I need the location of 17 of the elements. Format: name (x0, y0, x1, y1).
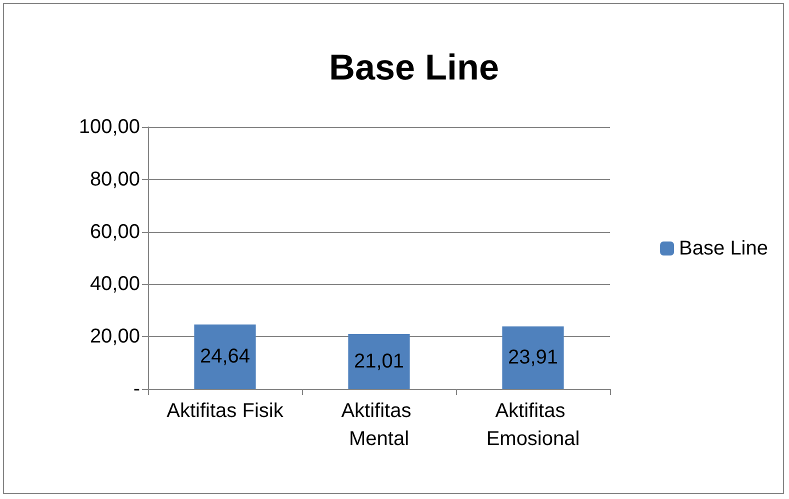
x-tick-label: Aktifitas Emosional (486, 400, 580, 450)
bar (194, 324, 256, 389)
bar (348, 334, 410, 389)
data-label: 23,91 (508, 346, 558, 369)
data-label: 24,64 (200, 346, 250, 368)
y-tick-label: - (133, 378, 140, 400)
chart-title: Base Line (328, 46, 500, 88)
y-tick-label: 60,00 (90, 220, 140, 243)
data-label: 21,01 (354, 350, 404, 372)
y-tick-label: 40,00 (90, 273, 140, 296)
bar (502, 326, 564, 389)
y-tick-label: 80,00 (90, 168, 140, 190)
y-tick-label: 100,00 (78, 116, 140, 138)
y-tick-label: 20,00 (90, 326, 140, 348)
legend-label: Base Line (679, 238, 768, 260)
x-tick-label: Aktifitas Fisik (166, 400, 284, 422)
x-tick-label: Aktifitas Mental (341, 400, 417, 450)
